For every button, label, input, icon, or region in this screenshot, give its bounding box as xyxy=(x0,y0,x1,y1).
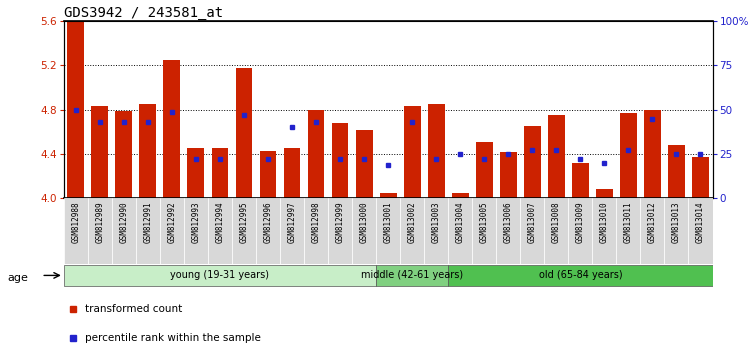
Bar xyxy=(380,193,397,198)
Bar xyxy=(284,148,301,198)
Text: GSM812998: GSM812998 xyxy=(311,201,320,243)
Text: percentile rank within the sample: percentile rank within the sample xyxy=(85,333,260,343)
Bar xyxy=(232,198,256,264)
Text: GSM813011: GSM813011 xyxy=(624,201,633,243)
Text: GSM812992: GSM812992 xyxy=(167,201,176,243)
Bar xyxy=(427,104,445,198)
Text: middle (42-61 years): middle (42-61 years) xyxy=(361,270,464,280)
Bar xyxy=(500,152,517,198)
Bar xyxy=(548,115,565,198)
Bar xyxy=(616,198,640,264)
Text: GSM812988: GSM812988 xyxy=(71,201,80,243)
Text: GSM813007: GSM813007 xyxy=(528,201,537,243)
Bar xyxy=(376,198,400,264)
Bar xyxy=(64,265,376,286)
Text: GSM813000: GSM813000 xyxy=(359,201,368,243)
Bar xyxy=(68,22,84,198)
Bar xyxy=(472,198,496,264)
Bar xyxy=(640,198,664,264)
Bar xyxy=(328,198,352,264)
Bar xyxy=(520,198,544,264)
Text: young (19-31 years): young (19-31 years) xyxy=(170,270,269,280)
Bar xyxy=(304,198,328,264)
Text: GSM813013: GSM813013 xyxy=(672,201,681,243)
Bar xyxy=(400,198,424,264)
Text: GSM813003: GSM813003 xyxy=(432,201,441,243)
Bar xyxy=(404,107,421,198)
Text: GSM812994: GSM812994 xyxy=(215,201,224,243)
Bar xyxy=(352,198,376,264)
Bar xyxy=(572,163,589,198)
Bar xyxy=(160,198,184,264)
Bar xyxy=(688,198,712,264)
Bar xyxy=(64,198,88,264)
Bar xyxy=(596,189,613,198)
Text: GSM813008: GSM813008 xyxy=(552,201,561,243)
Bar xyxy=(664,198,688,264)
Text: GSM813001: GSM813001 xyxy=(383,201,393,243)
Text: GSM812991: GSM812991 xyxy=(143,201,152,243)
Bar xyxy=(256,198,280,264)
Bar xyxy=(140,104,156,198)
Bar xyxy=(620,113,637,198)
Bar xyxy=(112,198,136,264)
Bar xyxy=(164,60,180,198)
Bar xyxy=(644,110,661,198)
Text: GSM812993: GSM812993 xyxy=(191,201,200,243)
Text: transformed count: transformed count xyxy=(85,304,182,314)
Text: GSM813002: GSM813002 xyxy=(408,201,417,243)
Bar xyxy=(88,198,112,264)
Bar xyxy=(544,198,568,264)
Bar xyxy=(356,130,373,198)
Bar xyxy=(116,111,132,198)
Bar xyxy=(211,148,228,198)
Bar xyxy=(424,198,448,264)
Bar xyxy=(260,151,277,198)
Bar xyxy=(668,145,685,198)
Text: old (65-84 years): old (65-84 years) xyxy=(538,270,622,280)
Text: GSM813012: GSM813012 xyxy=(648,201,657,243)
Text: age: age xyxy=(8,273,28,283)
Bar xyxy=(332,123,349,198)
Bar xyxy=(208,198,232,264)
Bar xyxy=(452,193,469,198)
Text: GSM812989: GSM812989 xyxy=(95,201,104,243)
Text: GDS3942 / 243581_at: GDS3942 / 243581_at xyxy=(64,6,223,20)
Text: GSM813006: GSM813006 xyxy=(504,201,513,243)
Text: GSM812999: GSM812999 xyxy=(335,201,344,243)
Bar xyxy=(188,148,204,198)
Text: GSM813009: GSM813009 xyxy=(576,201,585,243)
Text: GSM813014: GSM813014 xyxy=(696,201,705,243)
Bar xyxy=(592,198,616,264)
Bar xyxy=(308,110,325,198)
Text: GSM813010: GSM813010 xyxy=(600,201,609,243)
Text: GSM813005: GSM813005 xyxy=(480,201,489,243)
Bar xyxy=(692,157,709,198)
Bar xyxy=(496,198,520,264)
Text: GSM812997: GSM812997 xyxy=(287,201,296,243)
Text: GSM812990: GSM812990 xyxy=(119,201,128,243)
Bar xyxy=(476,142,493,198)
Bar xyxy=(136,198,160,264)
Bar xyxy=(448,265,712,286)
Text: GSM812995: GSM812995 xyxy=(239,201,248,243)
Text: GSM813004: GSM813004 xyxy=(456,201,465,243)
Bar xyxy=(448,198,472,264)
Bar xyxy=(524,126,541,198)
Bar xyxy=(376,265,448,286)
Bar xyxy=(280,198,304,264)
Text: GSM812996: GSM812996 xyxy=(263,201,272,243)
Bar xyxy=(236,68,252,198)
Bar xyxy=(92,107,108,198)
Bar xyxy=(568,198,592,264)
Bar xyxy=(184,198,208,264)
